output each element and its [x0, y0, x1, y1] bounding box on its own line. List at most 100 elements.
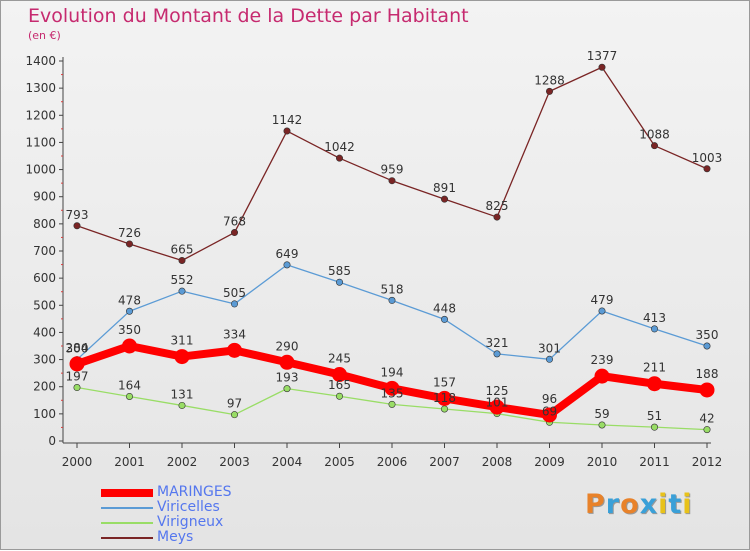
data-label-viricelles: 350 [696, 328, 719, 342]
legend-label: Viricelles [157, 499, 220, 515]
x-tick-label: 2012 [692, 455, 723, 469]
data-label-viricelles: 518 [381, 282, 404, 296]
data-point-maringes [437, 390, 452, 406]
y-tick-label: 800 [33, 217, 56, 231]
x-tick-label: 2007 [429, 455, 460, 469]
data-label-maringes: 211 [643, 361, 666, 375]
data-label-viricelles: 301 [538, 341, 561, 355]
data-point-maringes [384, 380, 400, 396]
y-tick-label: 100 [33, 407, 56, 421]
data-label-virigneux: 59 [594, 407, 609, 421]
x-tick-label: 2003 [219, 455, 250, 469]
legend-swatch [101, 489, 153, 497]
data-label-virigneux: 118 [433, 391, 456, 405]
x-tick-label: 2009 [534, 455, 565, 469]
legend-swatch [101, 537, 153, 539]
data-label-maringes: 125 [486, 384, 509, 398]
x-tick-label: 2001 [114, 455, 145, 469]
data-point-meys [335, 154, 343, 162]
data-point-meys [440, 195, 448, 203]
data-point-maringes [174, 349, 190, 365]
data-point-maringes [227, 342, 242, 358]
data-label-meys: 1377 [587, 49, 618, 63]
data-point-viricelles [178, 287, 186, 295]
data-point-virigneux [126, 392, 134, 400]
data-label-meys: 1003 [692, 151, 723, 165]
data-point-viricelles [440, 315, 448, 323]
data-label-meys: 891 [433, 181, 456, 195]
logo-letter: r [605, 489, 621, 520]
x-tick-label: 2006 [377, 455, 408, 469]
data-label-meys: 825 [486, 199, 509, 213]
x-tick-label: 2010 [587, 455, 618, 469]
data-point-meys [126, 240, 134, 248]
data-point-meys [388, 177, 396, 185]
data-label-virigneux: 164 [118, 378, 141, 392]
data-point-virigneux [388, 400, 396, 408]
data-label-maringes: 334 [223, 327, 246, 341]
data-label-viricelles: 649 [276, 247, 299, 261]
data-point-viricelles [388, 296, 396, 304]
data-label-viricelles: 479 [591, 293, 614, 307]
logo-letter: o [620, 489, 640, 520]
data-label-maringes: 157 [433, 375, 456, 389]
data-label-meys: 768 [223, 215, 246, 229]
y-tick-label: 1100 [25, 135, 56, 149]
data-point-viricelles [231, 300, 239, 308]
data-label-meys: 665 [171, 243, 194, 257]
data-label-maringes: 290 [276, 339, 299, 353]
data-label-viricelles: 300 [66, 342, 89, 356]
data-label-maringes: 239 [591, 353, 614, 367]
y-tick-label: 0 [48, 434, 56, 448]
data-point-meys [545, 87, 553, 95]
data-label-maringes: 350 [118, 323, 141, 337]
data-point-viricelles [703, 342, 711, 350]
x-tick-label: 2002 [167, 455, 198, 469]
y-tick-label: 1400 [25, 54, 56, 68]
data-label-virigneux: 97 [227, 397, 242, 411]
legend-swatch [101, 507, 153, 509]
y-tick-label: 900 [33, 190, 56, 204]
data-label-virigneux: 135 [381, 386, 404, 400]
chart-subtitle: (en €) [28, 29, 61, 42]
data-label-virigneux: 101 [486, 396, 509, 410]
data-point-maringes [279, 354, 295, 370]
y-tick-label: 400 [33, 325, 56, 339]
data-label-virigneux: 51 [647, 409, 662, 423]
x-tick-label: 2005 [324, 455, 355, 469]
data-label-virigneux: 69 [542, 404, 557, 418]
data-label-viricelles: 552 [171, 273, 194, 287]
data-point-viricelles [650, 325, 658, 333]
data-label-viricelles: 413 [643, 311, 666, 325]
data-point-maringes [332, 367, 347, 382]
data-point-virigneux [335, 392, 343, 400]
data-label-virigneux: 165 [328, 378, 351, 392]
data-point-meys [703, 165, 711, 173]
data-label-viricelles: 321 [486, 336, 509, 350]
data-point-virigneux [283, 385, 291, 393]
data-point-maringes [122, 338, 137, 354]
y-tick-label: 300 [33, 353, 56, 367]
data-point-meys [178, 256, 186, 264]
data-point-viricelles [493, 350, 501, 358]
data-point-maringes [69, 356, 85, 372]
x-tick-label: 2004 [272, 455, 303, 469]
data-point-virigneux [703, 426, 711, 434]
data-label-virigneux: 42 [699, 412, 714, 426]
data-point-maringes [699, 382, 715, 398]
data-point-maringes [647, 376, 662, 392]
data-point-maringes [489, 399, 505, 415]
data-point-virigneux [650, 423, 658, 431]
y-tick-label: 1200 [25, 108, 56, 122]
proxiti-logo: Proxiti [585, 489, 693, 520]
data-label-viricelles: 585 [328, 264, 351, 278]
data-point-virigneux [598, 421, 606, 429]
data-label-meys: 726 [118, 226, 141, 240]
data-point-maringes [594, 368, 610, 384]
data-label-meys: 1288 [534, 73, 565, 87]
data-label-viricelles: 505 [223, 286, 246, 300]
data-point-meys [283, 127, 291, 135]
data-label-maringes: 284 [66, 341, 89, 355]
